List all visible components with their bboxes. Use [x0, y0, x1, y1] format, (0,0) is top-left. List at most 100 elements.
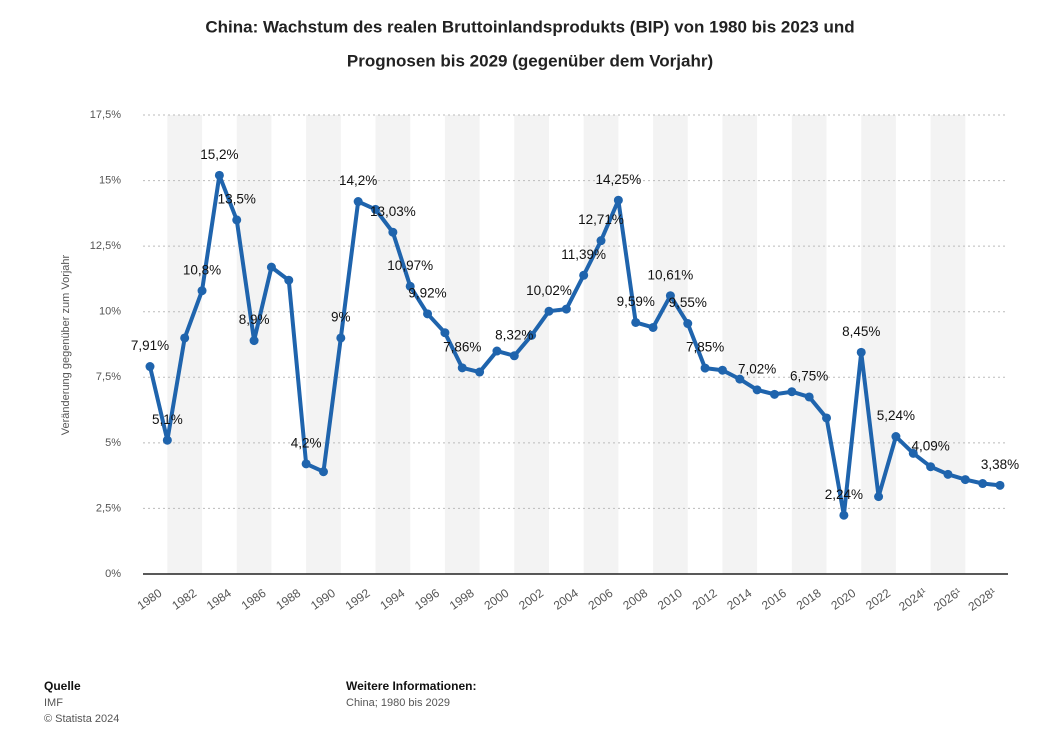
data-label: 6,75% — [790, 369, 828, 384]
x-tick-label: 2006 — [586, 586, 616, 613]
point — [301, 459, 311, 469]
point — [735, 374, 745, 384]
data-label: 13,03% — [370, 204, 416, 219]
point — [336, 333, 346, 343]
data-label: 7,91% — [131, 338, 169, 353]
point — [145, 362, 155, 372]
x-tick-label: 1986 — [239, 586, 269, 613]
info-heading: Weitere Informationen: — [346, 679, 476, 693]
x-tick-label: 2004 — [551, 586, 581, 613]
point — [232, 215, 242, 225]
point — [527, 330, 537, 340]
point — [978, 479, 988, 489]
band — [722, 115, 758, 574]
point — [423, 309, 433, 319]
data-label: 9% — [331, 310, 351, 325]
data-label: 10,61% — [648, 267, 694, 282]
x-tick-label: 2012 — [690, 586, 720, 613]
point — [683, 319, 693, 329]
data-label: 7,86% — [443, 339, 481, 354]
x-tick-label: 2014 — [724, 586, 754, 613]
x-tick-label: 2016 — [759, 586, 789, 613]
point — [579, 270, 589, 280]
x-tick-label: 2010 — [655, 586, 685, 613]
data-label: 9,59% — [617, 294, 655, 309]
point — [960, 475, 970, 485]
point — [214, 170, 224, 180]
y-tick-label: 0% — [105, 568, 121, 580]
data-label: 12,71% — [578, 212, 624, 227]
point — [249, 336, 259, 346]
x-tick-label: 1996 — [412, 586, 442, 613]
point — [787, 387, 797, 397]
point — [388, 227, 398, 237]
y-tick-label: 12,5% — [90, 240, 121, 252]
data-label: 14,25% — [595, 172, 641, 187]
y-tick-label: 17,5% — [90, 109, 121, 121]
point — [648, 322, 658, 332]
x-tick-label: 1990 — [308, 586, 338, 613]
data-label: 10,02% — [526, 283, 572, 298]
point — [822, 413, 832, 423]
point — [457, 363, 467, 373]
x-tick-label: 1982 — [169, 586, 199, 613]
band — [514, 115, 549, 574]
data-label: 10,8% — [183, 262, 221, 277]
y-tick-label: 7,5% — [96, 371, 121, 383]
y-tick-label: 5% — [105, 437, 121, 449]
point — [804, 392, 814, 402]
band — [583, 115, 619, 574]
point — [613, 195, 623, 205]
point — [665, 291, 675, 301]
point — [440, 328, 450, 338]
x-tick-label: 1992 — [343, 586, 373, 613]
point — [700, 363, 710, 373]
band — [375, 115, 411, 574]
x-tick-label: 1984 — [204, 586, 234, 613]
point — [266, 262, 276, 272]
y-tick-label: 10% — [99, 306, 121, 318]
data-label: 11,39% — [561, 247, 606, 262]
x-tick-label: 2020 — [828, 586, 858, 613]
point — [544, 306, 554, 316]
y-tick-label: 15% — [99, 174, 121, 186]
point — [492, 346, 502, 356]
point — [162, 435, 172, 445]
data-label: 8,9% — [239, 312, 270, 327]
info: China; 1980 bis 2029 — [346, 697, 450, 709]
point — [717, 365, 727, 375]
point — [475, 367, 485, 377]
point — [891, 432, 901, 442]
band — [930, 115, 966, 574]
data-label: 13,5% — [218, 191, 256, 206]
line — [148, 173, 1001, 518]
point — [318, 467, 328, 477]
point — [856, 347, 866, 357]
x-tick-label: 2024¹ — [896, 585, 929, 614]
y-tick-label: 2,5% — [96, 502, 121, 514]
point — [561, 304, 571, 314]
point — [371, 204, 381, 214]
point — [995, 480, 1005, 490]
data-label: 8,45% — [842, 324, 880, 339]
y-axis-label: Veränderung gegenüber zum Vorjahr — [60, 254, 72, 435]
x-tick-label: 1998 — [447, 586, 477, 613]
chart-subtitle: Prognosen bis 2029 (gegenüber dem Vorjah… — [347, 51, 713, 70]
data-label: 10,97% — [387, 258, 433, 273]
data-label: 9,92% — [408, 285, 446, 300]
point — [943, 469, 953, 479]
x-tick-label: 1980 — [135, 586, 165, 613]
point — [752, 385, 762, 395]
point — [180, 333, 190, 343]
x-tick-label: 2000 — [482, 586, 512, 613]
point — [284, 275, 294, 285]
source-heading: Quelle — [44, 679, 81, 693]
x-tick-label: 1994 — [377, 586, 407, 613]
band — [653, 115, 688, 574]
data-label: 15,2% — [200, 147, 238, 162]
data-label: 14,2% — [339, 173, 377, 188]
band — [791, 115, 827, 574]
x-tick-label: 2002 — [516, 586, 546, 613]
copyright: © Statista 2024 — [44, 713, 119, 725]
band — [306, 115, 341, 574]
